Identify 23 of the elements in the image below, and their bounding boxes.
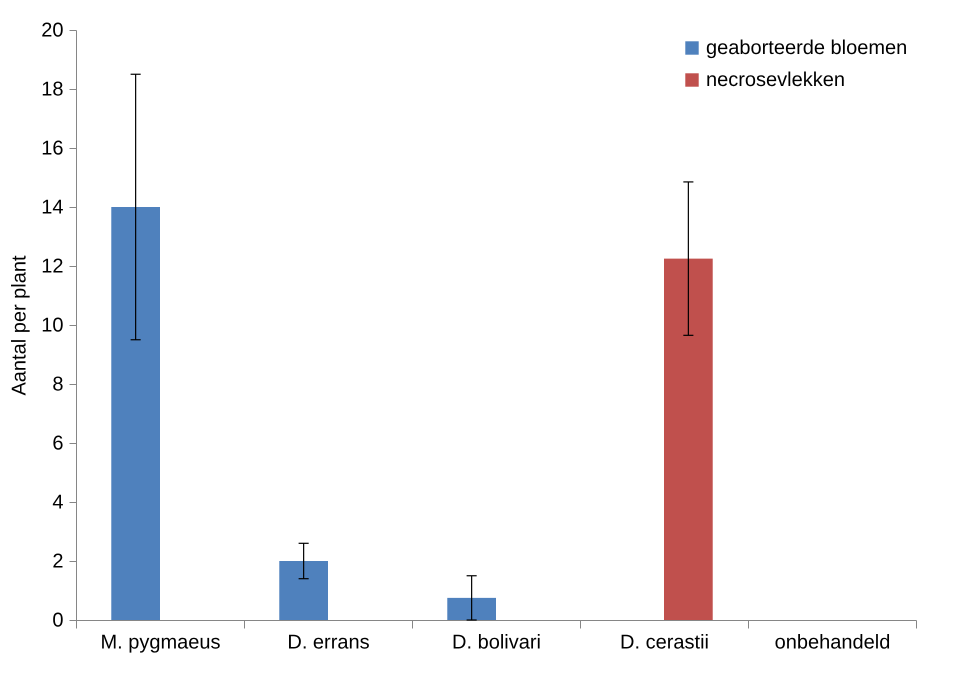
bar: [664, 258, 713, 620]
x-tick-label: D. errans: [287, 632, 370, 654]
y-tick-label: 6: [52, 432, 64, 454]
y-tick-label: 0: [52, 610, 64, 632]
y-tick-label: 10: [41, 314, 64, 336]
legend-label: geaborteerde bloemen: [706, 37, 908, 59]
x-tick-label: M. pygmaeus: [100, 632, 221, 654]
y-axis-title: Aantal per plant: [8, 255, 30, 396]
y-tick-label: 2: [52, 550, 64, 572]
x-tick-label: onbehandeld: [774, 632, 890, 654]
bar: [447, 598, 496, 620]
y-tick-label: 20: [41, 20, 64, 42]
y-tick-label: 18: [41, 78, 64, 100]
x-tick-label: D. bolivari: [452, 632, 541, 654]
legend-label: necrosevlekken: [706, 69, 845, 91]
y-tick-label: 12: [41, 256, 64, 278]
y-tick-label: 16: [41, 138, 64, 160]
y-tick-label: 4: [52, 492, 64, 514]
bar: [111, 207, 160, 620]
y-tick-label: 14: [41, 196, 64, 218]
bar: [279, 561, 328, 620]
x-tick-label: D. cerastii: [620, 632, 709, 654]
y-tick-label: 8: [52, 374, 64, 396]
